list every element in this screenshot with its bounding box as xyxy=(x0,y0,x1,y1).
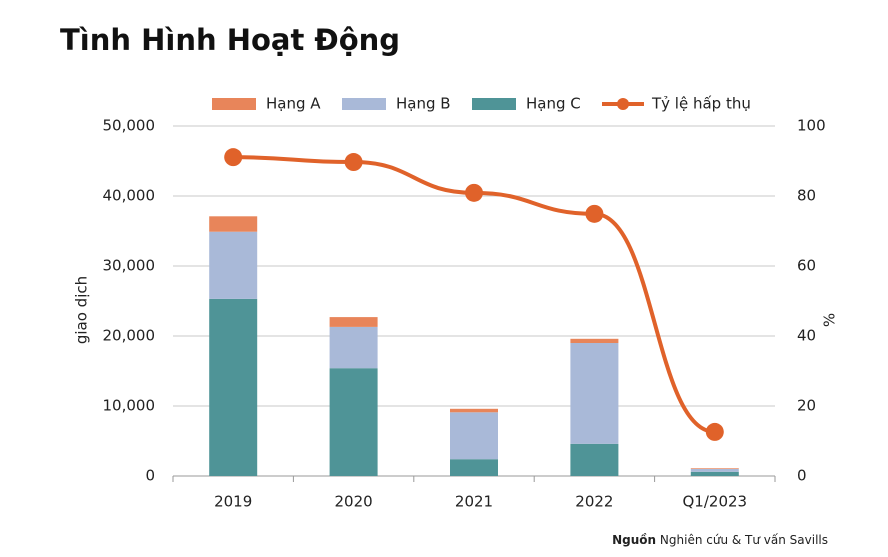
y-tick-label: 50,000 xyxy=(103,117,156,135)
legend-label: Hạng A xyxy=(266,95,321,113)
line xyxy=(233,155,716,434)
source-label: Nguồn xyxy=(612,533,656,547)
bar xyxy=(450,408,498,413)
y2-tick-label: 80 xyxy=(797,187,816,205)
y-tick-label: 40,000 xyxy=(103,187,156,205)
bar xyxy=(690,469,739,472)
y2-tick-label: 20 xyxy=(797,397,816,415)
bar xyxy=(450,412,498,460)
x-tick-label: 2020 xyxy=(335,493,373,511)
legend-label: Hạng B xyxy=(396,95,451,113)
legend-swatch xyxy=(472,98,516,110)
bar xyxy=(690,471,739,476)
y2-tick-label: 100 xyxy=(797,117,826,135)
legend-label: Tỷ lệ hấp thụ xyxy=(651,95,751,113)
x-tick-label: Q1/2023 xyxy=(683,493,748,511)
x-tick-label: 2021 xyxy=(455,493,493,511)
x-tick-label: 2022 xyxy=(575,493,613,511)
bar xyxy=(329,368,378,476)
bar xyxy=(570,343,619,444)
y2-tick-label: 60 xyxy=(797,257,816,275)
y-tick-label: 30,000 xyxy=(103,257,156,275)
y2-tick-label: 40 xyxy=(797,327,816,345)
line-marker xyxy=(344,153,363,172)
line-marker xyxy=(224,148,243,167)
y2-axis-label: % xyxy=(821,313,839,327)
bar xyxy=(450,459,498,476)
line-marker xyxy=(705,422,724,441)
y-tick-label: 0 xyxy=(145,467,155,485)
bar xyxy=(690,468,739,469)
y-tick-label: 20,000 xyxy=(103,327,156,345)
bar xyxy=(329,326,378,369)
chart-title: Tình Hình Hoạt Động xyxy=(60,23,400,57)
bar xyxy=(209,298,258,476)
bar xyxy=(329,317,378,327)
bar xyxy=(209,216,258,232)
bar xyxy=(570,443,619,476)
legend-swatch xyxy=(617,98,629,110)
legend-label: Hạng C xyxy=(526,95,581,113)
legend-swatch xyxy=(342,98,386,110)
line-marker xyxy=(585,204,604,223)
x-tick-label: 2019 xyxy=(214,493,252,511)
source: Nguồn Nghiên cứu & Tư vấn Savills xyxy=(612,533,828,547)
bar xyxy=(570,338,619,343)
y2-tick-label: 0 xyxy=(797,467,807,485)
y-axis-label: giao dịch xyxy=(73,276,91,344)
bar xyxy=(209,231,258,299)
y-tick-label: 10,000 xyxy=(103,397,156,415)
source-text: Nghiên cứu & Tư vấn Savills xyxy=(660,533,828,547)
legend-swatch xyxy=(212,98,256,110)
line-marker xyxy=(465,183,483,202)
